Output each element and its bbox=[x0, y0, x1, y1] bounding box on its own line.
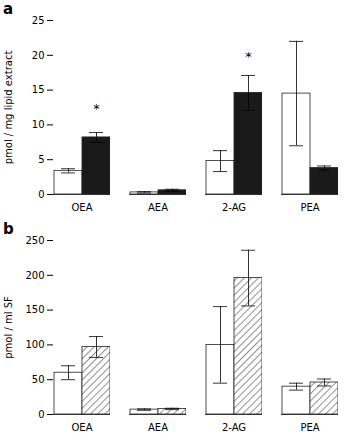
svg-text:2-AG: 2-AG bbox=[222, 202, 246, 213]
svg-text:100: 100 bbox=[25, 339, 44, 350]
svg-text:2-AG: 2-AG bbox=[222, 422, 246, 433]
svg-text:pmol / mg lipid extract: pmol / mg lipid extract bbox=[3, 51, 14, 165]
svg-text:250: 250 bbox=[25, 235, 44, 246]
svg-text:20: 20 bbox=[32, 50, 45, 61]
svg-text:AEA: AEA bbox=[148, 422, 168, 433]
svg-text:PEA: PEA bbox=[300, 202, 319, 213]
svg-text:OEA: OEA bbox=[71, 202, 92, 213]
svg-text:150: 150 bbox=[25, 304, 44, 315]
svg-text:pmol / ml SF: pmol / ml SF bbox=[3, 296, 14, 359]
svg-text:200: 200 bbox=[25, 270, 44, 281]
svg-text:AEA: AEA bbox=[148, 202, 168, 213]
html-text:b: b bbox=[3, 220, 14, 238]
svg-text:5: 5 bbox=[38, 154, 44, 165]
svg-text:*: * bbox=[245, 49, 252, 64]
svg-text:*: * bbox=[93, 101, 100, 116]
svg-text:0: 0 bbox=[38, 189, 44, 200]
svg-text:0: 0 bbox=[38, 409, 44, 420]
svg-text:25: 25 bbox=[32, 15, 45, 26]
svg-text:OEA: OEA bbox=[71, 422, 92, 433]
svg-text:50: 50 bbox=[32, 374, 45, 385]
svg-text:PEA: PEA bbox=[300, 422, 319, 433]
html-text:a: a bbox=[3, 0, 14, 18]
svg-text:10: 10 bbox=[32, 119, 45, 130]
svg-text:15: 15 bbox=[32, 84, 45, 95]
